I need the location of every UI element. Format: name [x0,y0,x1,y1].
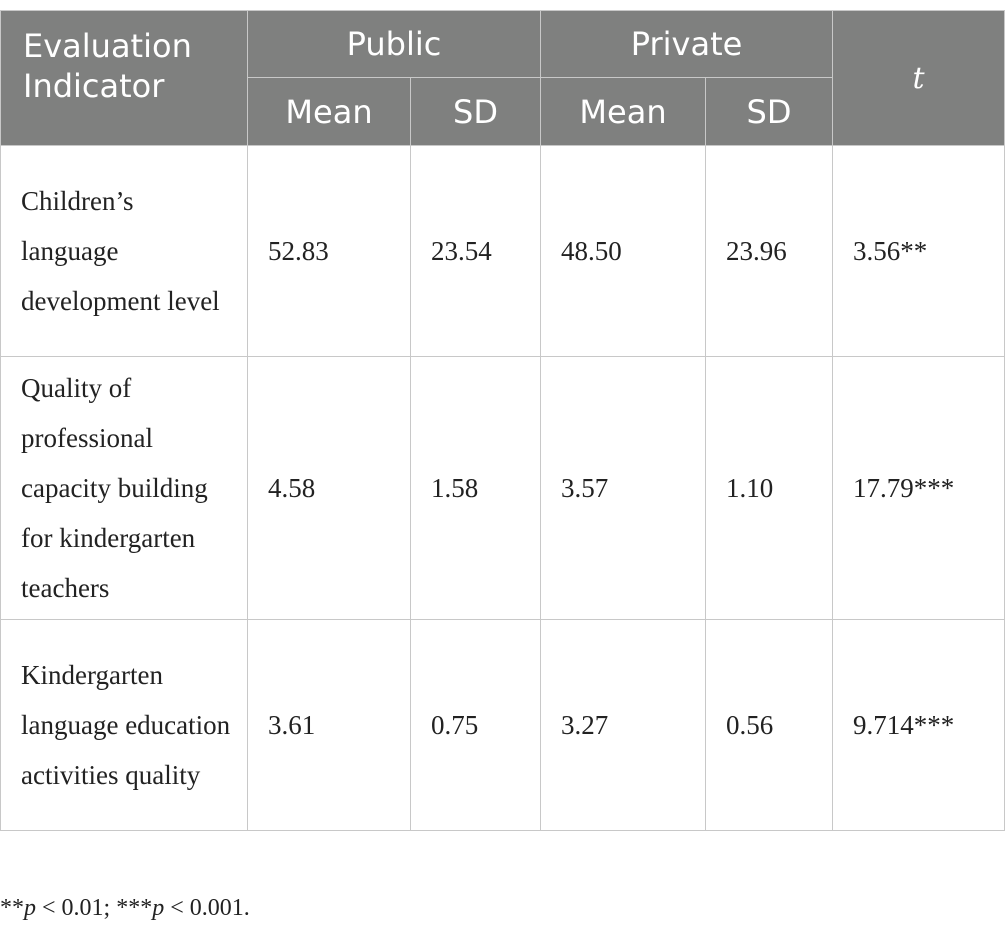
header-private: Private [540,10,834,78]
significance-footnote: **p < 0.01; ***p < 0.001. [0,895,250,922]
cell-public-mean: 3.61 [247,619,411,831]
cell-private-mean: 3.57 [540,356,707,620]
cell-private-sd: 1.10 [705,356,834,620]
cell-public-sd: 1.58 [409,356,542,620]
row-indicator-label: Children’s language development level [0,145,248,357]
comparison-table-container: Evaluation Indicator Public Private t Me… [0,10,1005,831]
cell-t-value: 3.56** [832,145,1005,357]
header-evaluation-indicator: Evaluation Indicator [0,10,248,146]
cell-public-sd: 23.54 [409,145,542,357]
row-indicator-label: Quality of professional capacity buildin… [0,356,248,620]
footnote-p-1: p [24,895,36,921]
cell-private-mean: 3.27 [540,619,707,831]
header-public-sd: SD [409,77,542,146]
table-row: Kindergarten language education activiti… [0,619,1005,831]
header-private-sd: SD [705,77,834,146]
row-indicator-label: Kindergarten language education activiti… [0,619,248,831]
table-row: Children’s language development level 52… [0,145,1005,357]
footnote-condition-2: < 0.001. [164,895,250,921]
footnote-condition-1: < 0.01; [36,895,117,921]
comparison-table: Evaluation Indicator Public Private t Me… [0,10,1005,831]
header-row-top: Evaluation Indicator Public Private t [0,10,1005,146]
table-row: Quality of professional capacity buildin… [0,356,1005,620]
cell-t-value: 17.79*** [832,356,1005,620]
header-private-mean: Mean [540,77,707,146]
cell-t-value: 9.714*** [832,619,1005,831]
cell-public-sd: 0.75 [409,619,542,831]
cell-private-mean: 48.50 [540,145,707,357]
footnote-p-2: p [152,895,165,921]
header-public: Public [246,10,542,78]
cell-private-sd: 23.96 [705,145,834,357]
cell-public-mean: 4.58 [247,356,411,620]
header-t-statistic: t [832,10,1005,146]
cell-public-mean: 52.83 [247,145,411,357]
header-row-sub: Mean SD Mean SD [1,77,1005,146]
cell-private-sd: 0.56 [705,619,834,831]
header-public-mean: Mean [247,77,411,146]
footnote-stars-1: ** [0,895,24,921]
footnote-stars-2: *** [116,895,153,921]
